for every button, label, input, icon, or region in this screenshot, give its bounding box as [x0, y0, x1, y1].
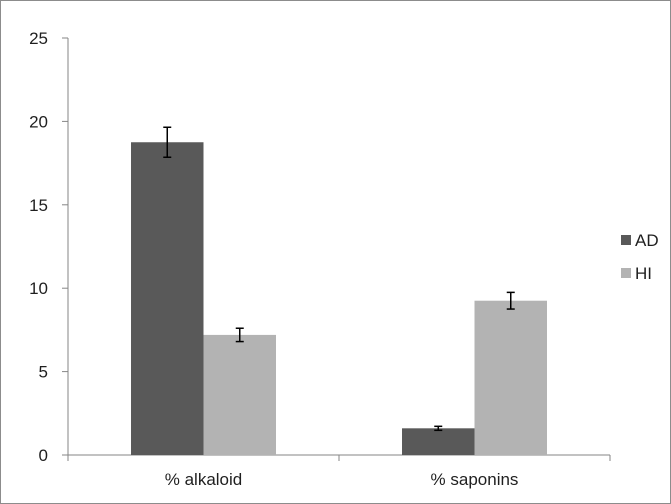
y-tick-label: 10: [29, 279, 48, 298]
bar-ad: [131, 142, 204, 455]
y-tick-label: 25: [29, 29, 48, 48]
bar-ad: [402, 428, 475, 455]
legend-label-ad: AD: [635, 231, 659, 250]
legend-swatch-ad: [621, 235, 631, 245]
x-axis-labels: % alkaloid % saponins: [165, 470, 519, 489]
error-bars: [163, 126, 515, 432]
legend-swatch-hi: [621, 268, 631, 278]
bars: [131, 142, 547, 455]
legend: AD HI: [621, 231, 659, 283]
x-category-label: % alkaloid: [165, 470, 243, 489]
x-category-label: % saponins: [431, 470, 519, 489]
y-tick-label: 5: [39, 363, 48, 382]
bar-hi: [474, 300, 547, 455]
y-tick-label: 20: [29, 112, 48, 131]
y-tick-label: 15: [29, 196, 48, 215]
y-axis-ticks: 0 5 10 15 20 25: [29, 29, 68, 465]
bar-hi: [203, 334, 276, 455]
y-tick-label: 0: [39, 446, 48, 465]
legend-label-hi: HI: [635, 264, 652, 283]
